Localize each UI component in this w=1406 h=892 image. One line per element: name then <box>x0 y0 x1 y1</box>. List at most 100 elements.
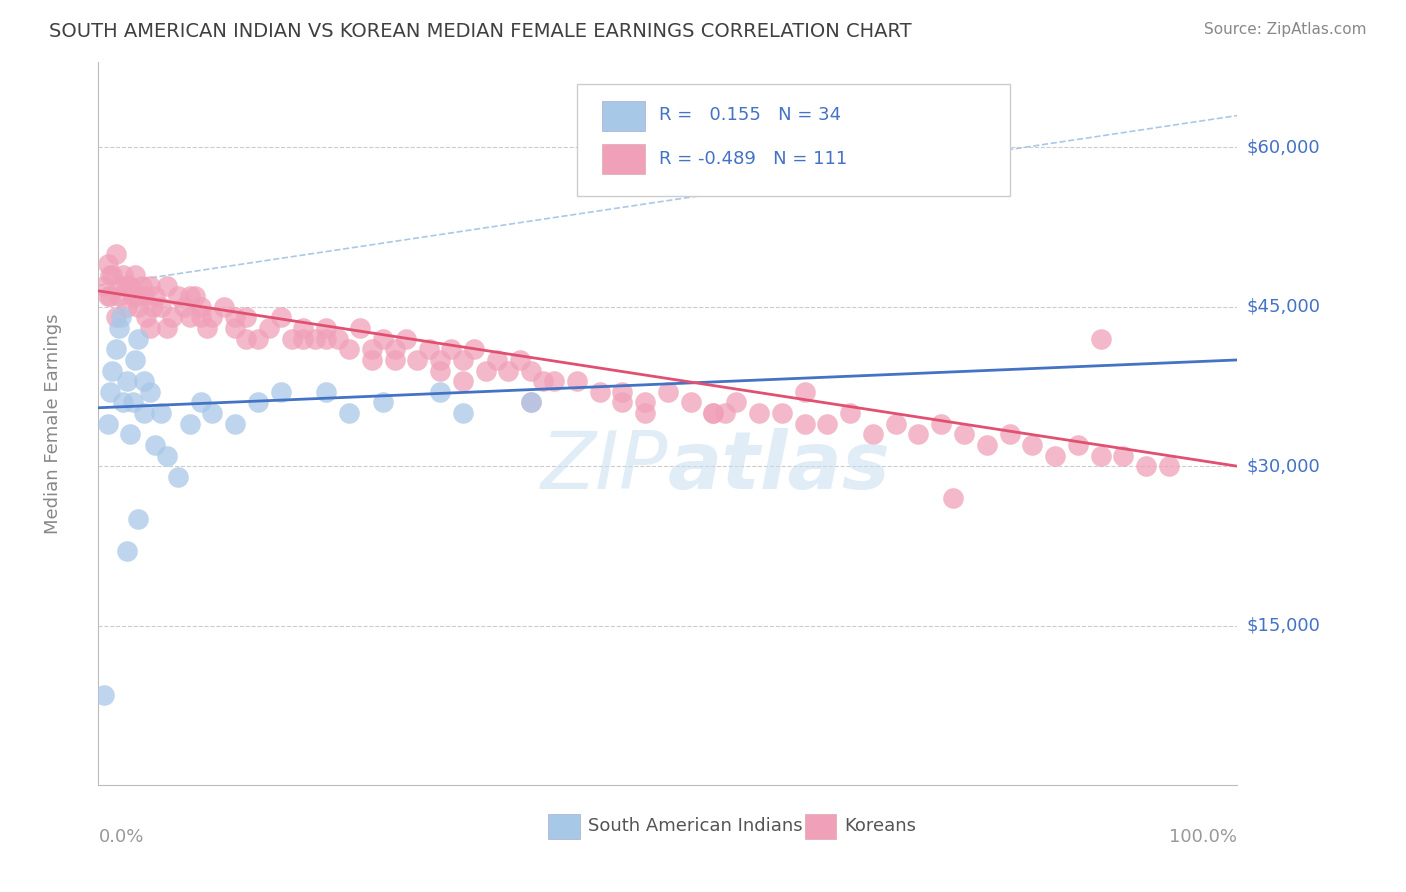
Point <box>112 395 135 409</box>
Point <box>104 310 127 325</box>
Point <box>96 257 118 271</box>
Point <box>135 310 157 325</box>
Text: R =   0.155   N = 34: R = 0.155 N = 34 <box>659 106 841 124</box>
Point <box>101 363 124 377</box>
Point <box>395 332 418 346</box>
Point <box>440 343 463 357</box>
Point <box>201 406 224 420</box>
Point <box>127 289 149 303</box>
Text: 100.0%: 100.0% <box>1170 829 1237 847</box>
Point <box>793 417 815 431</box>
Text: $15,000: $15,000 <box>1246 616 1320 634</box>
Point <box>371 395 394 409</box>
Point <box>839 406 862 420</box>
Point <box>588 384 610 399</box>
Point <box>132 406 155 420</box>
Point <box>429 353 451 368</box>
Text: South American Indians: South American Indians <box>588 817 803 835</box>
Text: $45,000: $45,000 <box>1246 298 1320 316</box>
Point <box>451 353 474 368</box>
Point <box>509 353 531 368</box>
Point <box>224 310 246 325</box>
Point <box>1112 449 1135 463</box>
Point <box>520 395 543 409</box>
Point <box>190 300 212 314</box>
Point <box>1090 449 1112 463</box>
Point <box>150 300 173 314</box>
Point <box>121 395 143 409</box>
Text: $30,000: $30,000 <box>1246 458 1320 475</box>
Point <box>315 321 337 335</box>
Point <box>224 417 246 431</box>
Point <box>520 363 543 377</box>
Point <box>127 300 149 314</box>
Point <box>1067 438 1090 452</box>
Point <box>246 332 269 346</box>
Point <box>929 417 952 431</box>
Point <box>371 332 394 346</box>
Point <box>110 310 132 325</box>
Point <box>292 332 315 346</box>
Point <box>281 332 304 346</box>
Point <box>907 427 929 442</box>
Point <box>93 688 115 702</box>
Point <box>115 300 138 314</box>
Point <box>131 278 153 293</box>
Text: 0.0%: 0.0% <box>98 829 143 847</box>
Point <box>702 406 724 420</box>
Point <box>138 321 160 335</box>
Point <box>121 289 143 303</box>
Point <box>1135 459 1157 474</box>
FancyBboxPatch shape <box>804 814 837 839</box>
Point <box>138 384 160 399</box>
Point <box>315 384 337 399</box>
Point <box>138 278 160 293</box>
Point <box>179 310 201 325</box>
Point <box>156 321 179 335</box>
Point <box>326 332 349 346</box>
Point <box>96 417 118 431</box>
Point <box>150 406 173 420</box>
Point <box>429 363 451 377</box>
Point <box>1157 459 1180 474</box>
Point <box>770 406 793 420</box>
FancyBboxPatch shape <box>576 84 1010 196</box>
Point <box>120 427 142 442</box>
Point <box>124 268 146 282</box>
Point <box>235 310 257 325</box>
Point <box>657 384 679 399</box>
Point <box>259 321 281 335</box>
Point <box>998 427 1021 442</box>
Point <box>463 343 485 357</box>
Point <box>793 384 815 399</box>
Point <box>179 289 201 303</box>
Point <box>349 321 371 335</box>
Point <box>212 300 235 314</box>
Point <box>127 332 149 346</box>
Point <box>520 395 543 409</box>
Point <box>120 278 142 293</box>
Point <box>162 310 184 325</box>
Point <box>1090 332 1112 346</box>
Point <box>98 268 121 282</box>
Point <box>474 363 496 377</box>
Text: Source: ZipAtlas.com: Source: ZipAtlas.com <box>1204 22 1367 37</box>
Point <box>565 374 588 388</box>
Point <box>108 321 131 335</box>
Point <box>179 417 201 431</box>
Point <box>142 300 165 314</box>
Point <box>124 353 146 368</box>
Point <box>953 427 976 442</box>
Point <box>224 321 246 335</box>
Point <box>384 343 406 357</box>
Point <box>145 438 167 452</box>
Point <box>612 395 634 409</box>
Point <box>112 268 135 282</box>
Text: R = -0.489   N = 111: R = -0.489 N = 111 <box>659 150 846 168</box>
Point <box>360 343 382 357</box>
Point <box>235 332 257 346</box>
Point <box>98 384 121 399</box>
Point <box>145 289 167 303</box>
Point <box>270 384 292 399</box>
Point <box>156 278 179 293</box>
